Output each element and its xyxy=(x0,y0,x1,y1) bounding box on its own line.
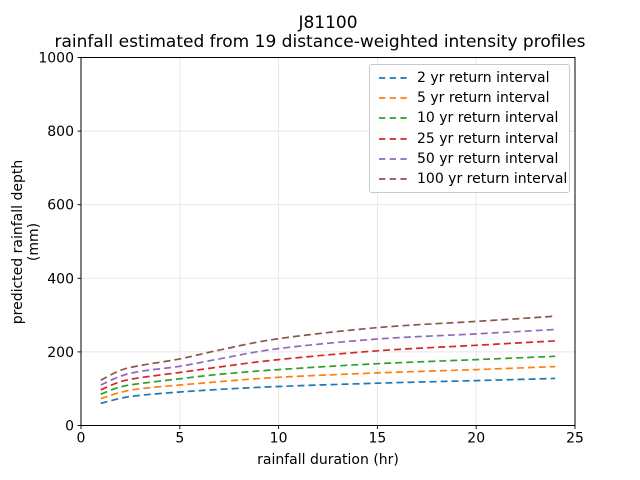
x-tick-label: 25 xyxy=(566,431,584,447)
y-tick-label: 800 xyxy=(47,124,74,140)
legend-dash-swatch xyxy=(379,157,407,160)
legend-label: 10 yr return interval xyxy=(417,110,559,127)
series-curve-1 xyxy=(100,365,556,400)
legend-item: 50 yr return interval xyxy=(370,149,569,169)
y-tick-label: 400 xyxy=(47,271,74,287)
y-tick-label: 600 xyxy=(47,198,74,214)
y-tick-label: 0 xyxy=(65,419,74,435)
legend-dash-swatch xyxy=(379,178,407,180)
y-axis-label: predicted rainfall depth (mm) xyxy=(10,159,42,325)
legend-dash-swatch xyxy=(379,97,407,100)
series-curve-0 xyxy=(100,377,556,405)
legend-label: 2 yr return interval xyxy=(417,70,550,87)
legend-item: 2 yr return interval xyxy=(370,68,569,88)
legend-label: 5 yr return interval xyxy=(417,90,550,107)
legend-label: 50 yr return interval xyxy=(417,150,559,167)
y-tick-label: 1000 xyxy=(38,51,74,67)
legend-dash-swatch xyxy=(379,117,407,120)
legend-item: 5 yr return interval xyxy=(370,88,569,108)
chart-subtitle: rainfall estimated from 19 distance-weig… xyxy=(54,32,586,52)
x-tick-label: 15 xyxy=(368,431,386,447)
plot-border xyxy=(80,57,576,426)
x-axis-label: rainfall duration (hr) xyxy=(257,452,399,468)
x-tick-label: 5 xyxy=(175,431,184,447)
series-curve-4 xyxy=(100,328,556,386)
legend-dash-swatch xyxy=(379,137,407,140)
series-curve-2 xyxy=(100,355,556,396)
series-curve-3 xyxy=(100,340,556,391)
y-tick-label: 200 xyxy=(47,345,74,361)
legend-label: 25 yr return interval xyxy=(417,130,559,147)
legend: 2 yr return interval 5 yr return interva… xyxy=(369,64,570,194)
x-tick-label: 20 xyxy=(467,431,485,447)
x-tick-label: 10 xyxy=(270,431,288,447)
legend-item: 25 yr return interval xyxy=(370,129,569,149)
series-curve-5 xyxy=(100,315,556,381)
legend-item: 10 yr return interval xyxy=(370,108,569,128)
legend-dash-swatch xyxy=(379,77,407,79)
legend-item: 100 yr return interval xyxy=(370,169,569,189)
chart-title: J81100 xyxy=(298,13,358,33)
x-tick-label: 0 xyxy=(77,431,86,447)
legend-label: 100 yr return interval xyxy=(417,171,568,188)
